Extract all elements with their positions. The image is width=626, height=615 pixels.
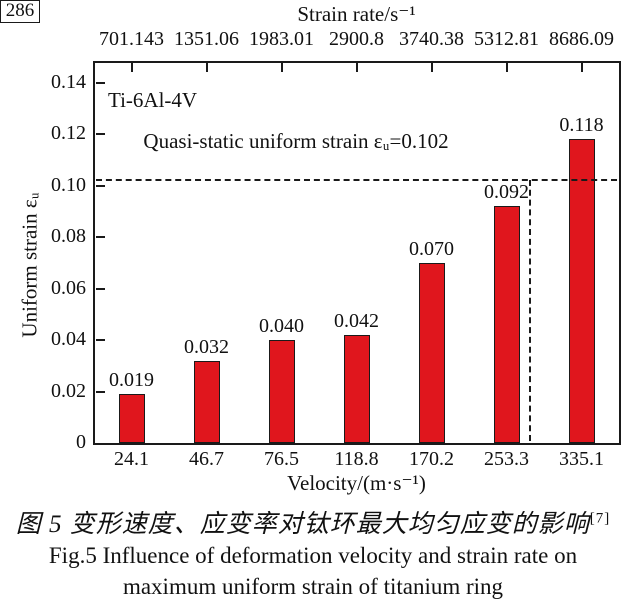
x-tick-label: 24.1 (114, 448, 149, 470)
y-tick-mark (96, 390, 105, 393)
y-tick-label: 0.10 (51, 173, 86, 196)
top-tick-mark (505, 63, 508, 72)
top-tick-mark (580, 63, 583, 72)
top-tick-mark (430, 63, 433, 72)
plot-frame (93, 61, 621, 445)
y-tick-mark (96, 184, 105, 187)
bar (493, 206, 520, 443)
caption-english-line2: maximum uniform strain of titanium ring (122, 574, 504, 599)
bar (568, 139, 595, 443)
x-tick-label: 335.1 (559, 448, 604, 470)
top-tick-mark (205, 63, 208, 72)
y-tick-label: 0.02 (51, 379, 86, 402)
y-axis-title: Uniform strain εᵤ (17, 192, 42, 338)
bar-value-label: 0.092 (484, 181, 529, 204)
top-tick-mark (130, 63, 133, 72)
caption-chinese-text: 图 5 变形速度、应变率对钛环最大均匀应变的影响 (15, 511, 590, 538)
y-tick-label: 0 (76, 431, 86, 453)
bar-value-label: 0.040 (259, 315, 304, 338)
y-tick-mark (96, 133, 105, 136)
x-tick-label: 170.2 (409, 448, 454, 470)
x-axis-title: Velocity/(m·s⁻¹) (287, 471, 426, 495)
bar-value-label: 0.042 (334, 309, 379, 332)
y-tick-label: 0.06 (51, 276, 86, 299)
top-tick-label: 701.143 (99, 28, 164, 50)
top-tick-label: 5312.81 (474, 28, 539, 50)
y-tick-label: 0.12 (51, 122, 86, 145)
bar (418, 262, 445, 443)
x-tick-label: 118.8 (334, 448, 379, 470)
y-tick-mark (96, 339, 105, 342)
bar (268, 340, 295, 443)
top-tick-label: 2900.8 (329, 28, 384, 50)
chart-layer: 0.019 0.032 0.040 0.042 0.070 0.092 0.118 286 (0, 0, 626, 443)
velocity-marker-box: 286 (0, 0, 40, 23)
caption-reference-superscript: [7] (589, 510, 611, 527)
top-tick-label: 3740.38 (399, 28, 464, 50)
top-tick-label: 8686.09 (549, 28, 614, 50)
bar-value-label: 0.070 (409, 237, 454, 260)
x-tick-label: 46.7 (189, 448, 224, 470)
x-tick-label: 253.3 (484, 448, 529, 470)
y-tick-mark (96, 81, 105, 84)
top-tick-label: 1983.01 (249, 28, 314, 50)
x-tick-label: 76.5 (264, 448, 299, 470)
top-tick-mark (280, 63, 283, 72)
intersection-drop-line (529, 180, 531, 441)
bar-value-label: 0.118 (559, 114, 604, 137)
caption-english-line1: Fig.5 Influence of deformation velocity … (48, 543, 578, 568)
y-tick-mark (96, 236, 105, 239)
bar-value-label: 0.032 (184, 335, 229, 358)
y-tick-label: 0.04 (51, 328, 86, 351)
bar-value-label: 0.019 (109, 369, 154, 392)
y-tick-label: 0.08 (51, 225, 86, 248)
material-label: Ti-6Al-4V (108, 88, 198, 112)
y-tick-label: 0.14 (51, 70, 86, 93)
top-tick-mark (355, 63, 358, 72)
bar (193, 360, 220, 443)
bar (118, 394, 145, 443)
y-tick-mark (96, 287, 105, 290)
caption-chinese: 图 5 变形速度、应变率对钛环最大均匀应变的影响[7] (0, 504, 626, 540)
top-axis-title: Strain rate/s⁻¹ (297, 2, 416, 26)
top-tick-label: 1351.06 (174, 28, 239, 50)
reference-line-label: Quasi-static uniform strain εᵤ=0.102 (143, 129, 449, 153)
quasi-static-reference-line (96, 179, 617, 182)
bar (343, 334, 370, 443)
